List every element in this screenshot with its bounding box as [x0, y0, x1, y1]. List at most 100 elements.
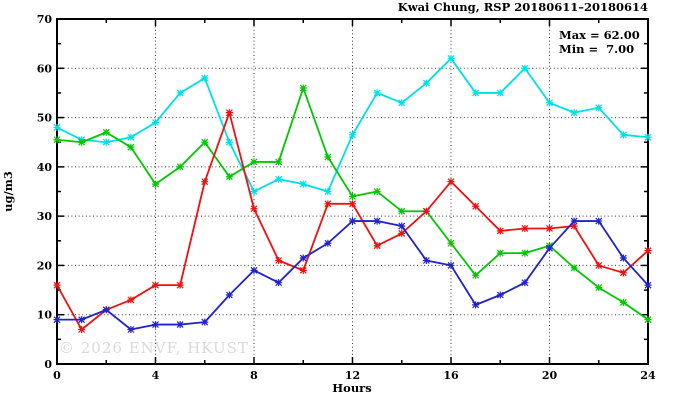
- blue-series-marker-dot: [129, 328, 133, 331]
- blue-series-marker-dot: [548, 246, 551, 250]
- green-series-marker-dot: [375, 190, 379, 193]
- green-series-marker-dot: [474, 273, 478, 277]
- chart-title: Kwai Chung, RSP 20180611–20180614: [398, 0, 648, 14]
- green-series-marker-dot: [523, 251, 527, 255]
- red-series-marker-dot: [80, 328, 84, 331]
- red-series-marker-dot: [424, 209, 428, 213]
- green-series-marker-dot: [55, 138, 59, 142]
- y-tick-label: 10: [37, 309, 53, 322]
- green-series-marker-dot: [154, 182, 157, 186]
- cyan-series-line: [56, 57, 649, 193]
- red-series-marker-dot: [597, 263, 601, 267]
- cyan-series-marker-dot: [351, 133, 354, 137]
- cyan-series-marker-dot: [375, 91, 379, 95]
- cyan-series-marker-dot: [55, 125, 59, 129]
- x-tick-label: 4: [152, 369, 160, 382]
- cyan-series-marker-dot: [646, 135, 650, 139]
- green-series-marker-dot: [326, 155, 330, 159]
- red-series-marker-dot: [400, 231, 404, 235]
- blue-series-marker-dot: [326, 241, 330, 245]
- green-series-marker-dot: [104, 130, 108, 134]
- cyan-series-marker-dot: [572, 111, 576, 115]
- x-tick-label: 24: [640, 369, 656, 382]
- cyan-series-marker-dot: [178, 91, 182, 95]
- blue-series-marker-dot: [203, 320, 207, 324]
- watermark: © 2026 ENVF, HKUST: [59, 339, 249, 357]
- green-series-marker-dot: [252, 160, 256, 164]
- red-series-marker-dot: [227, 111, 231, 115]
- green-series-marker-dot: [129, 145, 133, 149]
- green-series-marker-dot: [351, 194, 354, 198]
- red-series-marker-dot: [498, 229, 502, 233]
- blue-series: [53, 217, 652, 333]
- red-series-marker-dot: [646, 249, 650, 253]
- green-series-marker-dot: [277, 160, 281, 164]
- red-series-marker-dot: [252, 207, 256, 211]
- red-series-marker-dot: [449, 180, 453, 184]
- cyan-series-marker-dot: [597, 106, 601, 110]
- green-series-marker-dot: [621, 300, 625, 304]
- red-series-marker-dot: [277, 259, 281, 262]
- green-series-marker-dot: [597, 286, 601, 290]
- x-tick-label: 12: [345, 369, 360, 382]
- green-series-marker-dot: [449, 241, 453, 245]
- blue-series-marker-dot: [621, 256, 625, 260]
- blue-series-marker-dot: [277, 281, 281, 285]
- red-series-marker-dot: [154, 283, 157, 287]
- cyan-series-marker-dot: [498, 91, 502, 95]
- cyan-series-marker-dot: [154, 121, 157, 124]
- red-series-marker-dot: [572, 224, 576, 228]
- blue-series-marker-dot: [424, 259, 428, 262]
- blue-series-marker-dot: [474, 303, 478, 307]
- cyan-series-marker-dot: [129, 135, 133, 139]
- plot-frame: [56, 18, 649, 365]
- cyan-series-marker-dot: [104, 140, 108, 144]
- red-series-marker-dot: [178, 283, 182, 287]
- red-series-marker-dot: [375, 244, 379, 248]
- blue-series-marker-dot: [351, 219, 354, 223]
- green-series-marker-dot: [400, 209, 404, 213]
- red-series-marker-dot: [129, 298, 133, 302]
- y-tick-labels: 0 10 20 30 40 50 60 70: [37, 13, 53, 371]
- blue-series-marker-dot: [178, 323, 182, 327]
- red-series-marker-dot: [203, 180, 207, 184]
- y-tick-label: 70: [37, 13, 53, 26]
- blue-series-marker-dot: [104, 308, 108, 312]
- x-tick-label: 0: [53, 369, 61, 382]
- blue-series-marker-dot: [449, 263, 453, 267]
- x-axis-label: Hours: [332, 381, 371, 395]
- cyan-series-marker-dot: [424, 81, 428, 85]
- red-series-marker-dot: [621, 271, 625, 275]
- green-series-marker-dot: [572, 266, 576, 270]
- cyan-series-marker-dot: [400, 101, 404, 105]
- axis-ticks: [56, 18, 649, 365]
- cyan-series-marker-dot: [252, 190, 256, 193]
- gridlines: [57, 19, 648, 364]
- red-series-marker-dot: [326, 202, 330, 206]
- cyan-series-marker-dot: [523, 66, 527, 70]
- red-series-marker-dot: [55, 283, 59, 287]
- cyan-series-marker-dot: [277, 177, 281, 181]
- x-tick-label: 8: [250, 369, 258, 382]
- blue-series-marker-dot: [154, 323, 157, 327]
- blue-series-marker-dot: [252, 268, 256, 272]
- y-axis-label: ug/m3: [1, 171, 15, 212]
- plot-area: 0 4 8 12 16 20 24 0 10 20 30 40 50 60 70: [37, 13, 656, 382]
- green-series-marker-dot: [498, 251, 502, 255]
- red-series-marker-dot: [351, 202, 354, 206]
- red-series-marker-dot: [301, 268, 305, 272]
- blue-series-marker-dot: [597, 219, 601, 223]
- cyan-series-marker-dot: [227, 140, 231, 144]
- cyan-series: [53, 54, 652, 195]
- cyan-series-marker-dot: [449, 56, 453, 60]
- blue-series-marker-dot: [498, 293, 502, 297]
- red-series-marker-dot: [548, 226, 551, 230]
- cyan-series-marker-dot: [203, 76, 207, 80]
- green-series-marker-dot: [227, 175, 231, 179]
- red-series-marker-dot: [474, 204, 478, 208]
- blue-series-marker-dot: [572, 219, 576, 223]
- red-series: [53, 109, 652, 333]
- blue-series-marker-dot: [646, 283, 650, 287]
